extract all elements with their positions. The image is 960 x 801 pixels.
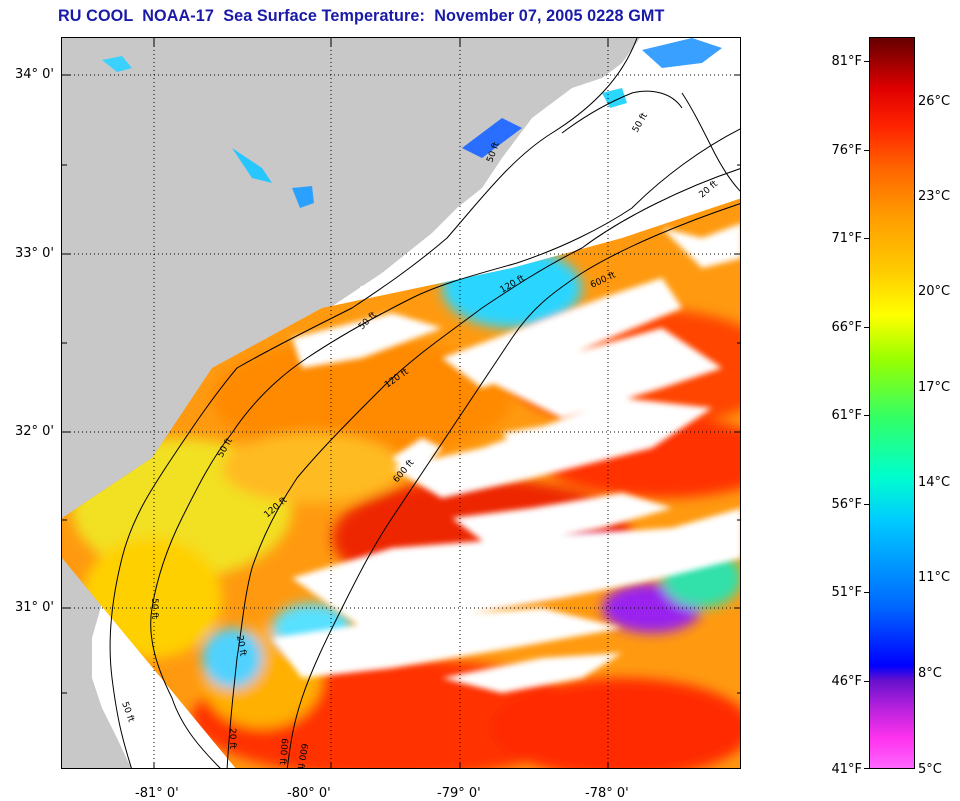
contour-label: 50 ft <box>149 598 159 619</box>
land-mass <box>62 38 640 768</box>
contour-label: 600 ft <box>294 742 309 769</box>
celsius-label: 23°C <box>918 189 951 204</box>
latitude-label: 34° 0' <box>14 67 54 82</box>
inland-patches <box>102 38 722 208</box>
fahrenheit-label: 71°F <box>831 231 862 246</box>
fahrenheit-label: 41°F <box>831 762 862 777</box>
latitude-label: 31° 0' <box>14 600 54 615</box>
longitude-label: -78° 0' <box>585 786 629 801</box>
longitude-label: -79° 0' <box>437 786 481 801</box>
sst-map[interactable]: 50 ft 50 ft 20 ft 120 ft 600 ft 50 ft 12… <box>61 37 741 769</box>
contour-label: 20 ft <box>227 728 237 749</box>
temperature-colorbar <box>864 37 915 769</box>
celsius-label: 20°C <box>918 284 951 299</box>
fahrenheit-label: 56°F <box>831 497 862 512</box>
contour-label: 50 ft <box>119 701 136 724</box>
fahrenheit-label: 46°F <box>831 674 862 689</box>
fahrenheit-label: 66°F <box>831 320 862 335</box>
fahrenheit-label: 61°F <box>831 408 862 423</box>
contour-label: 50 ft <box>631 111 650 134</box>
latitude-label: 33° 0' <box>14 246 54 261</box>
celsius-label: 14°C <box>918 475 951 490</box>
celsius-label: 5°C <box>918 762 942 777</box>
celsius-label: 17°C <box>918 380 951 395</box>
fahrenheit-label: 76°F <box>831 143 862 158</box>
celsius-label: 8°C <box>918 666 942 681</box>
longitude-label: -81° 0' <box>135 786 179 801</box>
depth-contours <box>109 38 740 768</box>
celsius-label: 11°C <box>918 570 951 585</box>
sst-swath <box>62 198 740 768</box>
celsius-label: 26°C <box>918 94 951 109</box>
map-canvas: 50 ft 50 ft 20 ft 120 ft 600 ft 50 ft 12… <box>62 38 740 769</box>
latitude-label: 32° 0' <box>14 424 54 439</box>
longitude-label: -80° 0' <box>287 786 331 801</box>
contour-label: 600 ft <box>277 738 289 766</box>
fahrenheit-label: 51°F <box>831 585 862 600</box>
graticule <box>62 38 740 768</box>
frame-ticks <box>62 38 740 768</box>
map-title: RU COOL NOAA-17 Sea Surface Temperature:… <box>58 7 665 25</box>
contour-label: 20 ft <box>234 635 248 658</box>
contour-label: 20 ft <box>698 179 721 200</box>
fahrenheit-label: 81°F <box>831 54 862 69</box>
